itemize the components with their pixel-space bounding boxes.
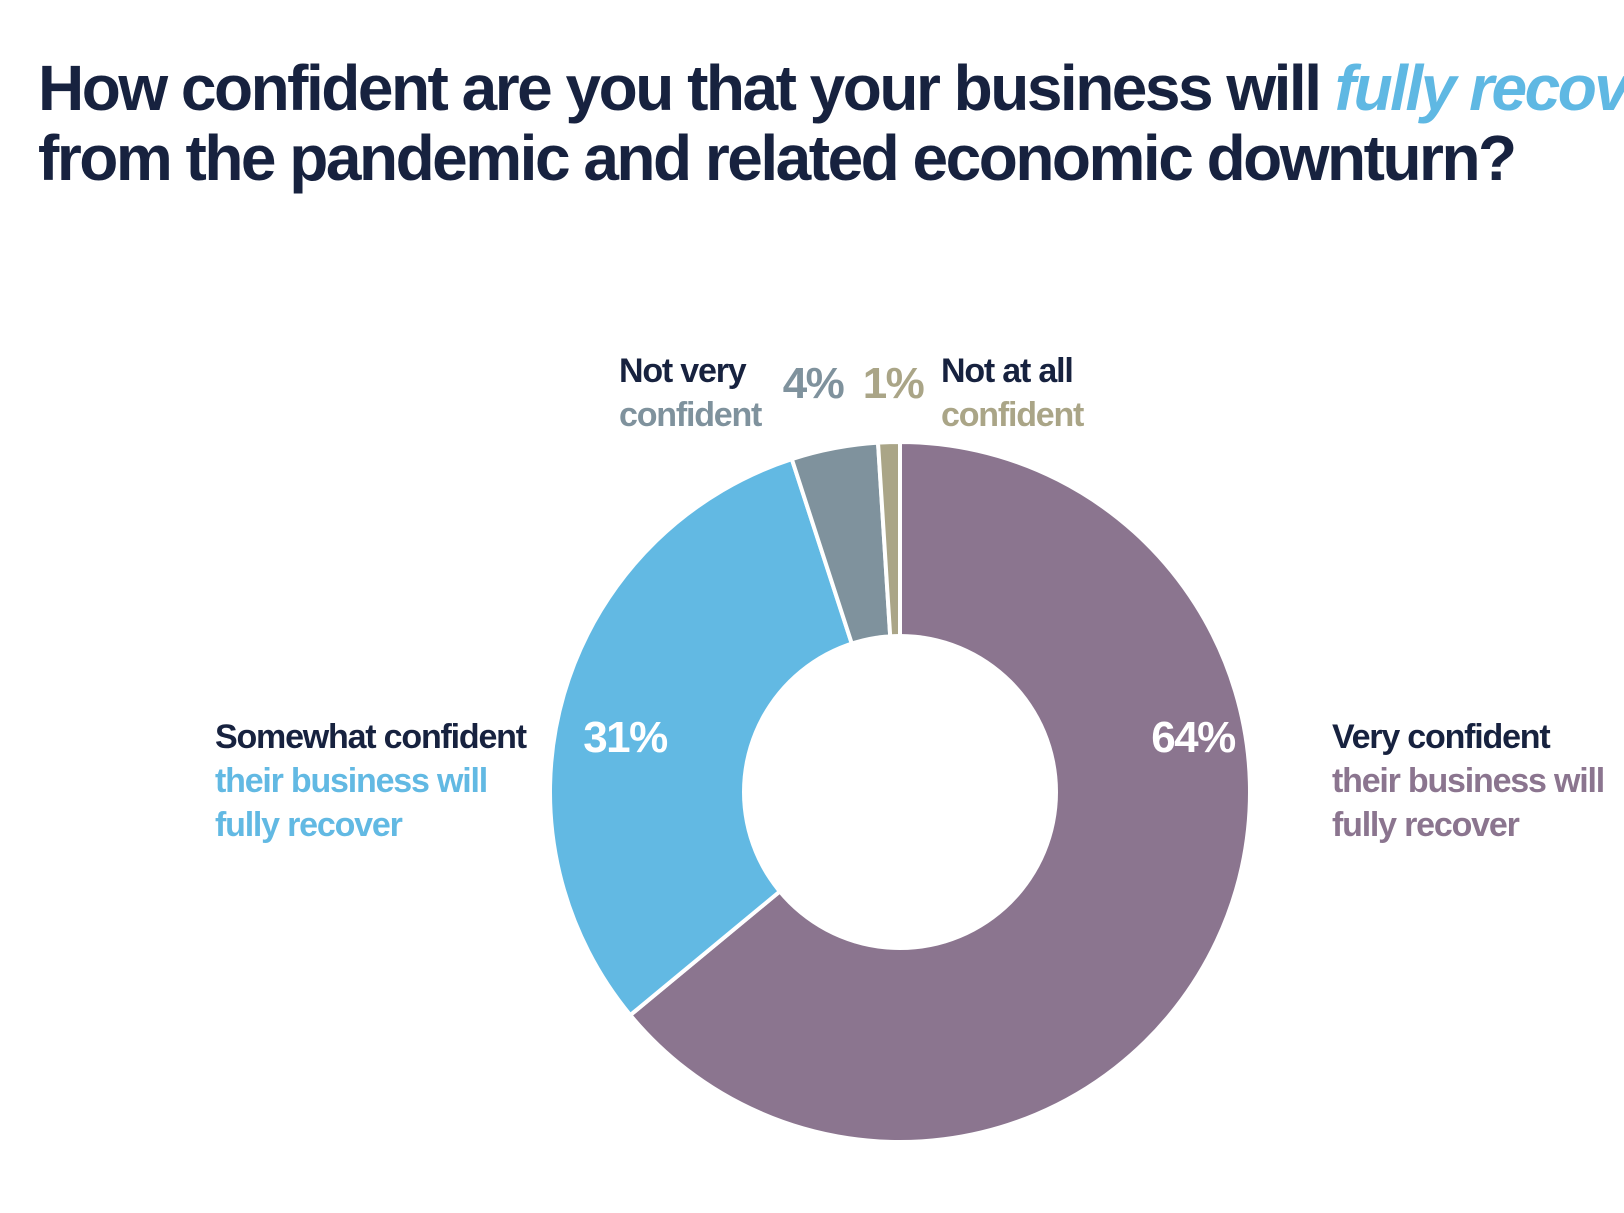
category-label-somewhat-confident-line2: their business will xyxy=(215,762,487,800)
category-label-somewhat-confident-line1: Somewhat confident xyxy=(215,718,527,756)
value-label-not-at-all-confident: 1% xyxy=(863,359,924,408)
category-labels: Very confident their business will fully r… xyxy=(215,352,1605,844)
category-label-very-confident-line3: fully recover xyxy=(1332,806,1520,844)
value-label-not-very-confident: 4% xyxy=(783,359,844,408)
category-label-not-very-confident-line1: Not very xyxy=(619,352,747,390)
donut-hole xyxy=(742,634,1058,950)
value-label-very-confident: 64% xyxy=(1151,713,1235,762)
title-accent: fully recover xyxy=(1335,52,1624,124)
category-label-not-very-confident-line2: confident xyxy=(619,396,762,434)
value-label-somewhat-confident: 31% xyxy=(583,713,667,762)
title-line1: How confident are you that your business… xyxy=(38,52,1335,124)
category-label-very-confident-line2: their business will xyxy=(1332,762,1604,800)
value-labels: 64% 31% 4% 1% xyxy=(583,359,1236,762)
category-label-not-at-all-confident-line1: Not at all xyxy=(941,352,1073,390)
category-label-very-confident-line1: Very confident xyxy=(1332,718,1550,756)
chart-title: How confident are you that your business… xyxy=(38,52,1624,124)
slice-somewhat-confident xyxy=(548,457,902,1018)
category-label-somewhat-confident-line3: fully recover xyxy=(215,806,403,844)
title-line2: from the pandemic and related economic d… xyxy=(38,122,1515,194)
category-label-not-at-all-confident-line2: confident xyxy=(941,396,1084,434)
